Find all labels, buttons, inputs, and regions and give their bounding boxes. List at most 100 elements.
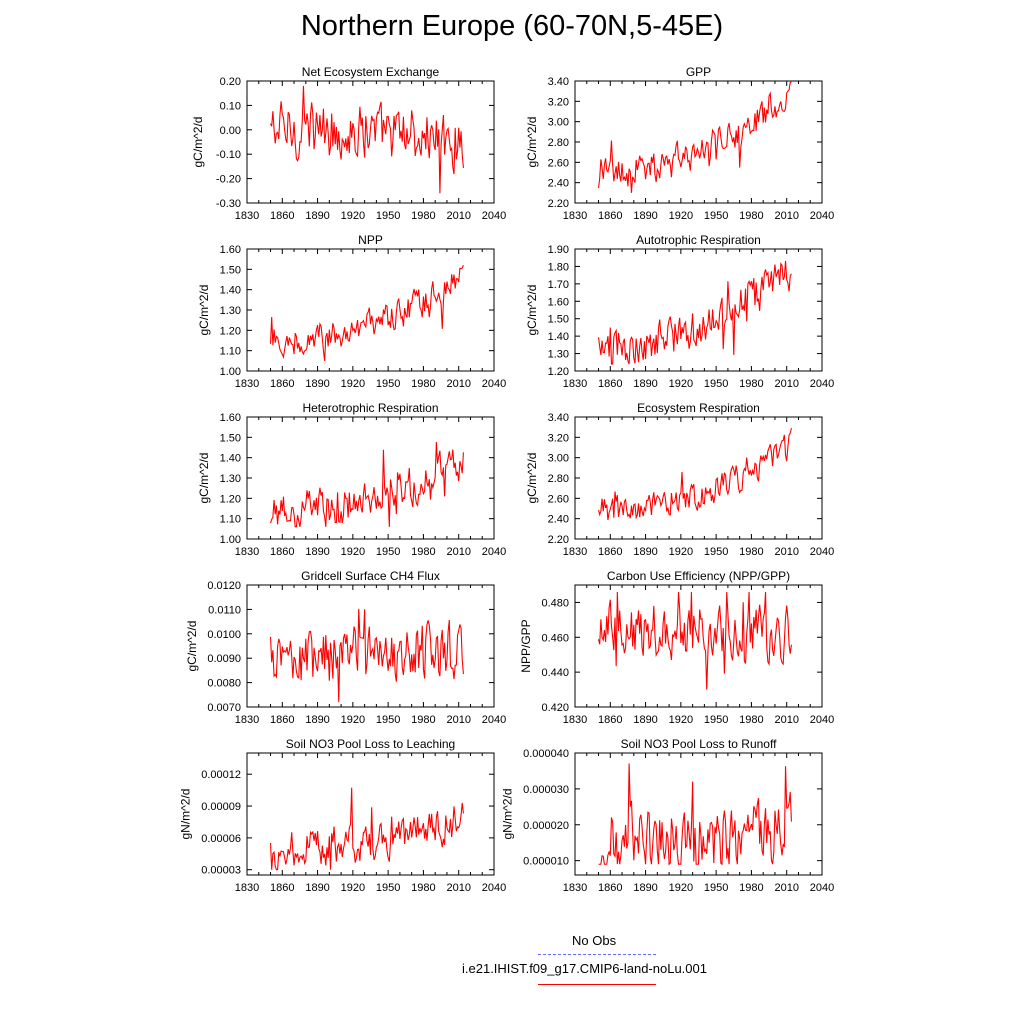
x-tick-label: 1950 <box>704 210 728 222</box>
x-tick-label: 1890 <box>305 546 329 558</box>
x-tick-label: 1860 <box>598 546 622 558</box>
plot-frame <box>574 584 823 708</box>
x-tick-label: 2010 <box>774 546 798 558</box>
x-tick-label: 1980 <box>739 210 763 222</box>
y-tick-label: 0.000030 <box>523 784 569 796</box>
series-line <box>269 442 464 528</box>
plot-frame <box>574 248 823 372</box>
y-tick-label: 2.40 <box>548 178 569 190</box>
x-tick-label: 1830 <box>235 714 259 726</box>
panel-title: GPP <box>686 65 711 79</box>
x-tick-label: 2010 <box>774 378 798 390</box>
x-tick-label: 1830 <box>563 882 587 894</box>
panel-title: Heterotrophic Respiration <box>302 401 438 415</box>
x-tick-label: 2040 <box>482 378 506 390</box>
x-tick-label: 1920 <box>669 714 693 726</box>
x-tick-label: 2040 <box>482 714 506 726</box>
y-tick-label: 1.40 <box>220 285 241 297</box>
x-tick-label: 1920 <box>669 378 693 390</box>
x-tick-label: 1920 <box>669 210 693 222</box>
x-tick-label: 1920 <box>669 882 693 894</box>
x-tick-label: 1860 <box>598 378 622 390</box>
y-tick-label: 1.90 <box>548 244 569 256</box>
y-tick-label: 2.80 <box>548 473 569 485</box>
y-tick-label: 1.10 <box>220 346 241 358</box>
y-tick-label: 0.420 <box>541 702 569 714</box>
y-axis-label: gC/m^2/d <box>525 117 539 168</box>
y-tick-label: 3.40 <box>548 76 569 88</box>
y-tick-label: 0.00009 <box>201 801 241 813</box>
y-axis-label: gC/m^2/d <box>197 285 211 336</box>
x-tick-label: 2010 <box>446 882 470 894</box>
x-tick-label: 2010 <box>446 210 470 222</box>
y-tick-label: 0.0110 <box>208 604 241 616</box>
x-tick-label: 1950 <box>376 378 400 390</box>
y-tick-label: 0.480 <box>541 597 569 609</box>
x-tick-label: 2040 <box>810 378 834 390</box>
x-tick-label: 2040 <box>482 882 506 894</box>
series-line <box>597 260 792 365</box>
y-tick-label: 1.60 <box>548 296 569 308</box>
y-tick-label: 0.0090 <box>207 653 241 665</box>
y-tick-label: 2.60 <box>548 157 569 169</box>
y-tick-label: 0.0100 <box>207 629 241 641</box>
y-axis-label: gN/m^2/d <box>179 789 193 840</box>
legend-obs-line <box>538 954 656 955</box>
y-tick-label: 1.00 <box>220 534 241 546</box>
series-line <box>597 428 792 521</box>
y-tick-label: 0.10 <box>220 100 241 112</box>
chart-panel-4: Heterotrophic Respiration 1830 1860 1890 192… <box>197 401 506 558</box>
panel-title: Soil NO3 Pool Loss to Runoff <box>621 737 778 751</box>
x-tick-label: 1860 <box>270 378 294 390</box>
panel-title: NPP <box>358 233 383 247</box>
y-tick-label: 1.80 <box>548 261 569 273</box>
x-tick-label: 1950 <box>704 882 728 894</box>
x-tick-label: 2040 <box>810 714 834 726</box>
y-tick-label: 1.10 <box>220 514 241 526</box>
series-line <box>598 763 792 866</box>
y-tick-label: 1.40 <box>220 453 241 465</box>
y-tick-label: 1.20 <box>548 366 569 378</box>
x-tick-label: 1830 <box>563 210 587 222</box>
x-tick-label: 1980 <box>411 714 435 726</box>
y-tick-label: 1.00 <box>220 366 241 378</box>
x-tick-label: 1830 <box>235 378 259 390</box>
legend-model-line <box>538 984 656 985</box>
x-tick-label: 1890 <box>633 210 657 222</box>
series-line <box>597 591 792 690</box>
x-tick-label: 1890 <box>633 714 657 726</box>
y-tick-label: 0.000010 <box>523 856 569 868</box>
y-tick-label: 2.20 <box>548 534 569 546</box>
x-tick-label: 1860 <box>598 882 622 894</box>
x-tick-label: 1830 <box>235 546 259 558</box>
x-tick-label: 2040 <box>482 210 506 222</box>
y-tick-label: 1.70 <box>548 279 569 291</box>
x-tick-label: 2010 <box>774 714 798 726</box>
x-tick-label: 1920 <box>341 210 365 222</box>
y-tick-label: 1.60 <box>220 412 241 424</box>
x-tick-label: 1830 <box>235 210 259 222</box>
y-tick-label: 3.20 <box>548 96 569 108</box>
x-tick-label: 1980 <box>739 378 763 390</box>
x-tick-label: 1950 <box>704 378 728 390</box>
chart-panel-2: NPP 1830 1860 1890 1920 1950 1980 2010 2040 1.00 1… <box>197 233 506 390</box>
chart-panel-0: Net Ecosystem Exchange 1830 1860 1890 1920 19… <box>191 65 506 222</box>
panel-title: Autotrophic Respiration <box>636 233 761 247</box>
panel-title: Carbon Use Efficiency (NPP/GPP) <box>607 569 790 583</box>
x-tick-label: 1980 <box>739 714 763 726</box>
x-tick-label: 2040 <box>810 210 834 222</box>
y-tick-label: 1.30 <box>220 305 241 317</box>
x-tick-label: 1980 <box>411 882 435 894</box>
y-tick-label: 0.0120 <box>207 580 241 592</box>
x-tick-label: 1830 <box>235 882 259 894</box>
chart-panel-3: Autotrophic Respiration 1830 1860 1890 1920 1… <box>525 233 834 390</box>
x-tick-label: 1890 <box>305 882 329 894</box>
y-tick-label: 1.50 <box>548 314 569 326</box>
y-tick-label: 0.000040 <box>523 748 569 760</box>
plot-frame <box>246 416 495 540</box>
x-tick-label: 1950 <box>704 714 728 726</box>
y-tick-label: 1.20 <box>220 325 241 337</box>
x-tick-label: 1890 <box>633 882 657 894</box>
x-tick-label: 1950 <box>376 210 400 222</box>
